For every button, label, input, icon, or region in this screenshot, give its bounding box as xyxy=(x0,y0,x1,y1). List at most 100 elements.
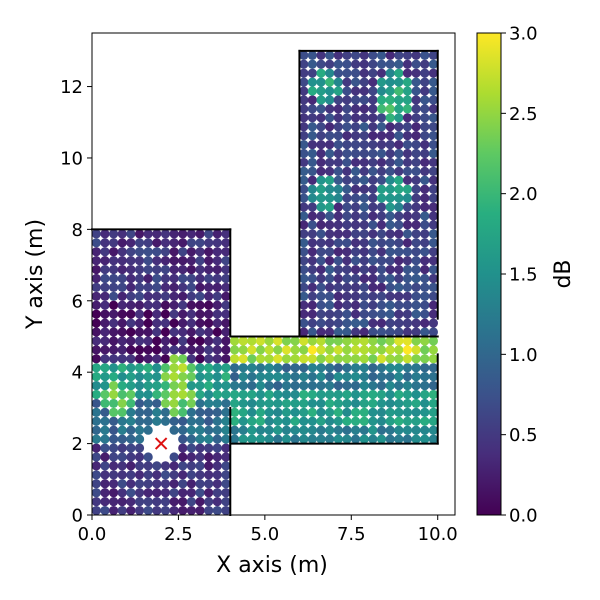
data-point xyxy=(307,229,317,239)
data-point xyxy=(221,505,231,515)
data-point xyxy=(212,291,222,301)
data-point xyxy=(394,166,404,176)
data-point xyxy=(316,139,326,150)
data-point xyxy=(100,505,110,515)
data-point xyxy=(100,479,110,489)
data-point xyxy=(411,122,421,132)
data-point xyxy=(359,202,369,212)
data-point xyxy=(264,416,274,426)
data-point xyxy=(186,398,196,409)
colorbar-tick-label: 1.0 xyxy=(509,345,538,366)
data-point xyxy=(420,300,430,310)
data-point xyxy=(117,336,127,346)
data-point xyxy=(117,425,127,435)
data-point xyxy=(126,407,136,417)
data-point xyxy=(178,291,188,301)
data-point xyxy=(117,380,127,391)
data-point xyxy=(428,434,438,444)
data-point xyxy=(126,282,136,292)
data-point xyxy=(420,336,430,346)
data-point xyxy=(230,336,240,346)
data-point xyxy=(178,452,188,462)
data-point xyxy=(307,318,317,328)
data-point xyxy=(351,95,361,105)
data-point xyxy=(376,318,387,328)
data-point xyxy=(402,336,413,346)
data-point xyxy=(342,95,352,105)
data-point xyxy=(316,95,326,105)
data-point xyxy=(299,318,309,328)
data-point xyxy=(221,425,231,435)
data-point xyxy=(307,425,317,435)
data-point xyxy=(126,398,136,409)
data-point xyxy=(195,380,205,391)
data-point xyxy=(307,193,317,203)
data-point xyxy=(186,273,196,284)
data-point xyxy=(92,327,101,337)
data-point xyxy=(411,309,421,319)
data-point xyxy=(351,184,361,194)
data-point xyxy=(325,264,335,275)
data-point xyxy=(221,380,231,391)
data-point xyxy=(100,273,110,284)
data-point xyxy=(160,300,171,310)
data-point xyxy=(368,425,378,435)
data-point xyxy=(126,434,136,444)
data-point xyxy=(126,389,136,400)
data-point xyxy=(169,309,179,319)
data-point xyxy=(325,434,335,444)
data-point xyxy=(117,497,127,507)
data-point xyxy=(126,345,136,355)
data-point xyxy=(316,309,326,319)
data-point xyxy=(204,398,214,409)
data-point xyxy=(376,398,387,409)
data-point xyxy=(109,273,119,284)
data-point xyxy=(307,416,317,426)
data-point xyxy=(109,282,119,292)
data-point xyxy=(307,59,317,69)
data-point xyxy=(351,273,361,284)
data-point xyxy=(299,380,309,391)
data-point xyxy=(212,389,222,400)
data-point xyxy=(92,318,101,328)
data-point xyxy=(152,372,162,382)
data-point xyxy=(238,398,248,409)
data-point xyxy=(117,363,127,373)
data-point xyxy=(325,184,335,194)
data-point xyxy=(333,202,343,212)
data-point xyxy=(152,380,162,391)
data-point xyxy=(368,327,378,337)
data-point xyxy=(385,175,395,185)
data-point xyxy=(307,131,317,141)
data-point xyxy=(160,318,171,328)
data-point xyxy=(368,220,378,230)
plot-area xyxy=(91,32,456,516)
data-point xyxy=(212,434,222,444)
data-point xyxy=(143,238,153,248)
data-point xyxy=(152,505,162,515)
data-point xyxy=(368,282,378,292)
data-point xyxy=(117,273,127,284)
data-point xyxy=(420,273,430,284)
data-point xyxy=(255,354,266,364)
data-point xyxy=(342,264,352,275)
data-point xyxy=(402,309,413,319)
data-point xyxy=(351,282,361,292)
data-point xyxy=(342,86,352,96)
data-point xyxy=(160,380,171,391)
data-point xyxy=(428,247,438,257)
data-point xyxy=(152,318,162,328)
data-point xyxy=(316,157,326,168)
data-point xyxy=(376,327,387,337)
data-point xyxy=(325,372,335,382)
data-point xyxy=(325,354,335,364)
data-point xyxy=(273,372,283,382)
data-point xyxy=(385,291,395,301)
data-point xyxy=(402,345,413,355)
data-point xyxy=(230,425,240,435)
data-point xyxy=(368,77,378,87)
data-point xyxy=(273,425,283,435)
data-point xyxy=(178,336,188,346)
data-point xyxy=(134,264,145,275)
data-point xyxy=(333,345,343,355)
